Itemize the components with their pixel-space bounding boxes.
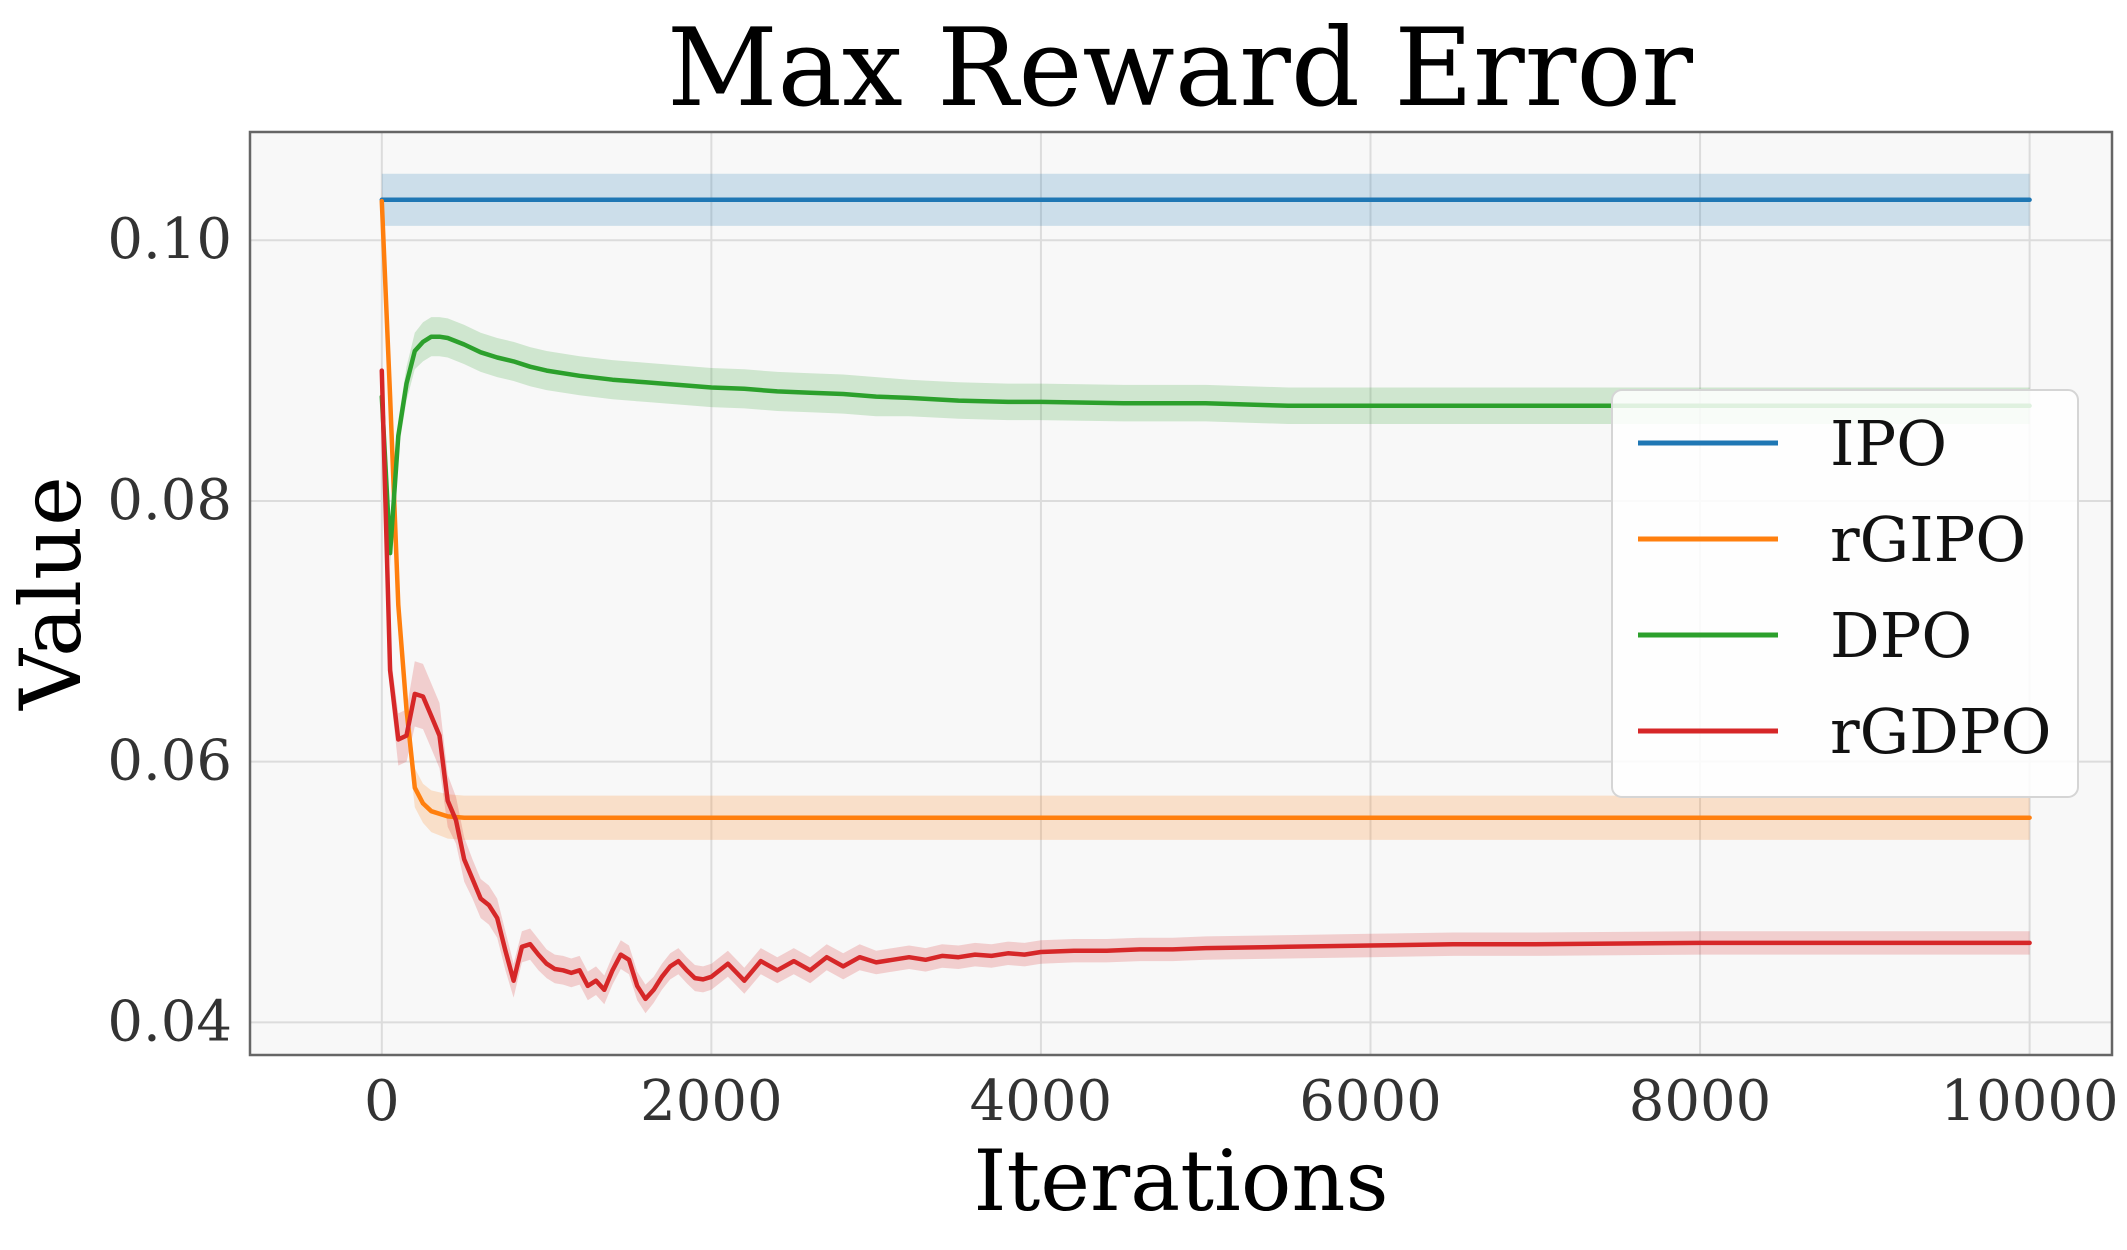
legend-box [1611, 389, 2079, 798]
rgdpo-band [381, 357, 2030, 1014]
legend-label-ipo: IPO [1830, 407, 1947, 480]
chart-title: Max Reward Error [667, 6, 1693, 131]
x-tick-label-4: 8000 [1629, 1069, 1772, 1134]
x-tick-label-2: 4000 [970, 1069, 1113, 1134]
x-axis-ticks: 0 2000 4000 6000 8000 10000 [364, 1069, 2119, 1134]
dpo-line [379, 334, 2032, 556]
x-tick-label-0: 0 [364, 1069, 400, 1134]
y-axis-ticks: 0.04 0.06 0.08 0.10 [107, 207, 232, 1054]
y-tick-label-1: 0.06 [107, 729, 232, 794]
legend-label-rgipo: rGIPO [1830, 503, 2026, 576]
y-tick-label-3: 0.10 [107, 207, 232, 272]
rgipo-line [379, 198, 2032, 820]
rgdpo-line [379, 368, 2032, 1002]
dpo-band [381, 317, 2030, 567]
legend-label-dpo: DPO [1830, 599, 1972, 672]
plot-frame [248, 130, 2114, 1057]
y-axis-label: Value [2, 476, 100, 711]
x-tick-label-3: 6000 [1299, 1069, 1442, 1134]
x-tick-label-1: 2000 [640, 1069, 783, 1134]
y-tick-label-0: 0.04 [107, 989, 232, 1054]
x-tick-label-5: 10000 [1941, 1069, 2119, 1134]
legend: IPO rGIPO DPO rGDPO [1611, 389, 2079, 798]
y-tick-label-2: 0.08 [107, 468, 232, 533]
series-lines [379, 197, 2032, 1002]
legend-label-rgdpo: rGDPO [1830, 695, 2051, 768]
x-axis-label: Iterations [973, 1132, 1388, 1230]
